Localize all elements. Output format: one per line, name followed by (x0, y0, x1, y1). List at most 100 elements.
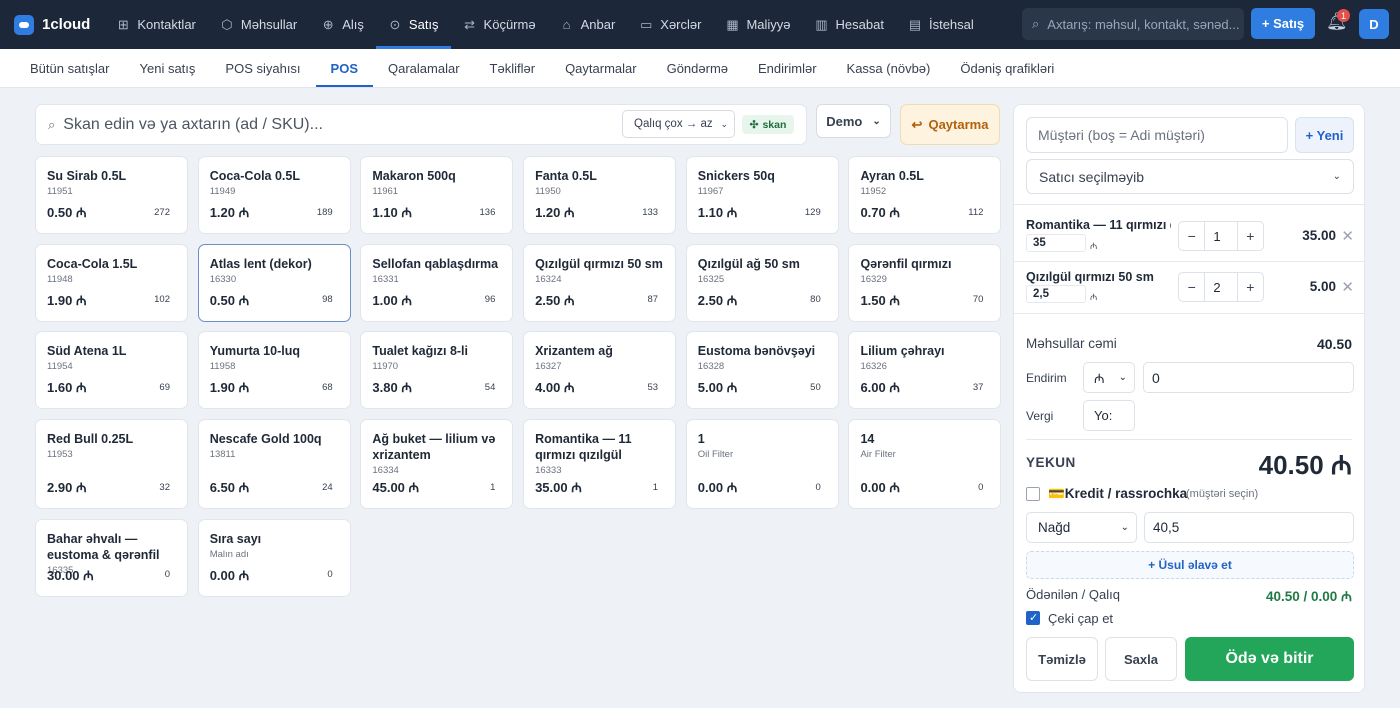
pay-and-finish-button[interactable]: Ödə və bitir (1185, 637, 1354, 681)
product-card[interactable]: Red Bull 0.25L 11953 2.90 ₼ 32 (35, 419, 188, 510)
product-sku: 16335 (47, 564, 74, 576)
new-sale-button[interactable]: + Satış (1251, 8, 1315, 39)
product-card[interactable]: Sıra sayı Malın adı 0.00 ₼ 0 (197, 518, 351, 597)
cart-line-price-input[interactable]: 2,5 (1026, 285, 1086, 303)
tab-1[interactable]: Yeni satış (139, 61, 196, 76)
product-card[interactable]: Eustoma bənövşəyi 16328 5.00 ₼ 50 (685, 331, 839, 410)
product-card[interactable]: Qərənfil qırmızı 16329 1.50 ₼ 70 (848, 243, 1002, 322)
product-card[interactable]: Romantika — 11 qırmızı qızılgül 16333 35.0… (523, 419, 677, 510)
nav-item-4[interactable]: ⇄ Köçürmə (451, 0, 548, 49)
tab-7[interactable]: Göndərmə (666, 61, 729, 76)
print-receipt-checkbox[interactable] (1026, 611, 1040, 625)
product-card[interactable]: Yumurta 10-luq 11958 1.90 ₼ 68 (197, 331, 351, 410)
product-card[interactable]: 1 Oil Filter 0.00 ₼ 0 (685, 419, 839, 510)
product-card[interactable]: Lilium çəhrayı 16326 6.00 ₼ 37 (848, 331, 1002, 410)
quantity-input[interactable]: 1 (1204, 222, 1238, 250)
product-card[interactable]: 14 Air Filter 0.00 ₼ 0 (848, 419, 1002, 510)
product-card[interactable]: Coca-Cola 1.5L 11948 1.90 ₼ 102 (35, 243, 188, 322)
tab-0[interactable]: Bütün satışlar (30, 61, 110, 76)
sort-select[interactable]: Qalıq çox → az ⌄ (622, 110, 735, 138)
product-card[interactable]: Coca-Cola 0.5L 11949 1.20 ₼ 189 (197, 156, 351, 234)
demo-label: Demo (826, 113, 863, 129)
nav-item-label: Xərclər (660, 17, 702, 32)
product-card[interactable]: Atlas lent (dekor) 16330 0.50 ₼ 98 (197, 243, 351, 322)
product-stock: 129 (804, 206, 821, 218)
product-sku: 16326 (860, 361, 887, 373)
seller-select[interactable]: Satıcı seçilməyib ⌄ (1026, 159, 1354, 194)
minus-button[interactable]: − (1187, 228, 1196, 244)
nav-item-3[interactable]: ⊙ Satış (375, 0, 451, 49)
tab-2[interactable]: POS siyahısı (225, 61, 301, 76)
new-customer-button[interactable]: + Yeni (1295, 117, 1354, 153)
tax-select[interactable]: Yo: (1083, 400, 1135, 431)
currency-symbol: ₼ (889, 205, 900, 220)
currency-symbol: ₼ (75, 292, 87, 308)
tab-4[interactable]: Qaralamalar (388, 61, 460, 76)
tab-9[interactable]: Kassa (növbə) (846, 61, 931, 76)
product-card[interactable]: Fanta 0.5L 11950 1.20 ₼ 133 (523, 156, 677, 234)
nav-item-0[interactable]: ⊞ Kontaktlar (104, 0, 208, 49)
product-footer: 1.20 ₼ 189 (210, 203, 333, 221)
product-price: 6.00 ₼ (860, 378, 899, 396)
demo-dropdown[interactable]: Demo ⌄ (816, 104, 891, 138)
nav-item-label: Kontaktlar (137, 17, 196, 32)
quantity-input[interactable]: 2 (1204, 273, 1238, 301)
tab-3[interactable]: POS (315, 61, 374, 87)
product-card[interactable]: Nescafe Gold 100q 13811 6.50 ₼ 24 (197, 419, 351, 510)
payment-method-select[interactable]: Nağd ⌄ (1026, 512, 1137, 543)
product-card[interactable]: Süd Atena 1L 11954 1.60 ₼ 69 (35, 331, 188, 410)
product-sku: 16325 (697, 273, 725, 285)
product-card[interactable]: Makaron 500q 11961 1.10 ₼ 136 (360, 156, 514, 234)
clear-button[interactable]: Təmizlə (1026, 637, 1098, 681)
nav-item-label: Anbar (580, 17, 616, 32)
nav-item-1[interactable]: ⬡ Məhsullar (208, 0, 309, 49)
nav-item-9[interactable]: ▤ İstehsal (896, 0, 986, 49)
product-card[interactable]: Snickers 50q 11967 1.10 ₼ 129 (685, 156, 839, 234)
remove-icon[interactable]: ✕ (1341, 228, 1354, 245)
avatar[interactable]: D (1359, 9, 1389, 39)
currency-symbol: ₼ (1090, 292, 1098, 302)
product-sku: 13811 (209, 449, 236, 461)
product-stock: 0 (978, 481, 984, 493)
credit-checkbox[interactable] (1026, 487, 1040, 501)
product-card[interactable]: Qızılgül qırmızı 50 sm 16324 2.50 ₼ 87 (523, 243, 677, 322)
tab-8[interactable]: Endirimlər (758, 61, 817, 76)
payment-amount-input[interactable]: 40,5 (1144, 512, 1354, 543)
nav-item-5[interactable]: ⌂ Anbar (548, 0, 628, 49)
product-card[interactable]: Ağ buket — lilium və xrizantem 16334 45.00… (360, 419, 514, 510)
product-card[interactable]: Ayran 0.5L 11952 0.70 ₼ 112 (848, 156, 1002, 234)
product-card[interactable]: Su Sirab 0.5L 11951 0.50 ₼ 272 (35, 156, 188, 234)
currency-symbol: ₼ (1090, 241, 1098, 251)
brand-name: 1cloud (42, 16, 91, 33)
refund-button[interactable]: ↩ Qaytarma (900, 104, 1000, 145)
product-card[interactable]: Tualet kağızı 8-li 11970 3.80 ₼ 54 (360, 331, 514, 410)
minus-button[interactable]: − (1187, 279, 1196, 295)
discount-input[interactable]: 0 (1143, 362, 1354, 393)
product-card[interactable]: Qızılgül ağ 50 sm 16325 2.50 ₼ 80 (685, 243, 839, 322)
tab-5[interactable]: Təkliflər (489, 61, 536, 76)
nav-item-8[interactable]: ▥ Hesabat (803, 0, 896, 49)
nav-item-6[interactable]: ▭ Xərclər (627, 0, 713, 49)
remove-icon[interactable]: ✕ (1341, 279, 1354, 296)
product-price: 0.00 ₼ (210, 566, 249, 584)
nav-item-2[interactable]: ⊕ Alış (309, 0, 376, 49)
product-card[interactable]: Xrizantem ağ 16327 4.00 ₼ 53 (523, 331, 677, 410)
tab-10[interactable]: Ödəniş qrafikləri (960, 61, 1055, 76)
plus-button[interactable]: + (1246, 279, 1255, 295)
save-button[interactable]: Saxla (1105, 637, 1177, 681)
customer-input[interactable]: Müştəri (boş = Adi müştəri) (1026, 117, 1288, 153)
discount-type-select[interactable]: ₼ ⌄ (1083, 362, 1135, 393)
scan-button[interactable]: ✣ skan (742, 115, 794, 134)
nav-item-7[interactable]: ▦ Maliyyə (713, 0, 802, 49)
plus-button[interactable]: + (1246, 228, 1255, 244)
payment-method-value: Nağd (1038, 520, 1071, 535)
product-card[interactable]: Bahar əhvalı — eustoma & qərənfil 16335 30… (35, 518, 188, 597)
brand[interactable]: 1cloud (14, 14, 91, 35)
transfer-icon: ⇄ (464, 16, 475, 32)
product-name: Ağ buket — lilium və xrizantem (372, 432, 496, 463)
add-payment-method-button[interactable]: + Üsul əlavə et (1026, 551, 1354, 579)
product-card[interactable]: Sellofan qablaşdırma 16331 1.00 ₼ 96 (360, 243, 514, 322)
tab-6[interactable]: Qaytarmalar (565, 61, 637, 76)
global-search-input[interactable]: ⌕ Axtarış: məhsul, kontakt, sənəd... (1022, 8, 1244, 40)
cart-line-price-input[interactable]: 35 (1026, 234, 1086, 252)
